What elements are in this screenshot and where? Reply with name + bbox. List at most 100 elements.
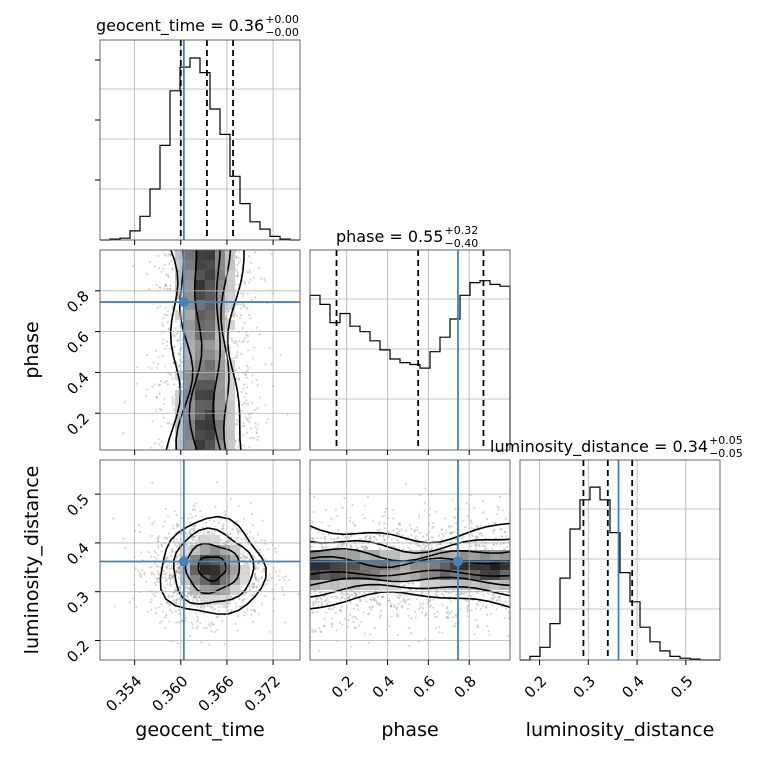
density-bin	[185, 370, 195, 380]
sample-point	[256, 562, 259, 565]
sample-point	[189, 604, 192, 607]
sample-point	[248, 271, 251, 274]
sample-point	[202, 605, 205, 608]
sample-point	[415, 543, 418, 546]
sample-point	[241, 598, 244, 602]
sample-point	[177, 386, 180, 389]
sample-point	[322, 547, 325, 550]
sample-point	[188, 531, 191, 534]
sample-point	[187, 592, 190, 595]
sample-point	[172, 594, 175, 597]
sample-point	[254, 540, 257, 543]
sample-point	[432, 522, 435, 525]
density-bin	[400, 550, 410, 560]
sample-point	[366, 613, 370, 616]
sample-point	[169, 253, 172, 256]
sample-point	[408, 588, 412, 591]
sample-point	[208, 519, 211, 522]
sample-point	[220, 518, 223, 521]
sample-point	[221, 525, 224, 528]
sample-point	[188, 592, 191, 595]
sample-point	[434, 510, 437, 513]
sample-point	[275, 550, 278, 554]
sample-point	[216, 628, 219, 632]
sample-point	[167, 327, 170, 330]
sample-point	[419, 605, 423, 608]
sample-point	[175, 569, 178, 573]
sample-point	[249, 278, 252, 281]
sample-point	[454, 507, 457, 511]
sample-point	[253, 573, 257, 576]
sample-point	[441, 631, 444, 634]
x-tick-label: 0.360	[148, 672, 191, 715]
sample-point	[160, 620, 163, 623]
sample-point	[164, 536, 167, 539]
density-bin	[215, 270, 225, 280]
density-bin	[175, 280, 185, 290]
sample-point	[398, 529, 401, 532]
sample-point	[478, 543, 481, 546]
sample-point	[434, 626, 438, 630]
sample-point	[181, 591, 184, 594]
sample-point	[256, 438, 259, 441]
sample-point	[495, 599, 498, 603]
density-bin	[195, 440, 205, 450]
sample-point	[203, 605, 206, 609]
contour-line	[310, 522, 510, 610]
sample-point	[363, 517, 366, 520]
sample-point	[178, 570, 181, 573]
sample-point	[315, 611, 319, 614]
sample-point	[166, 565, 169, 568]
sample-point	[422, 602, 425, 605]
sample-point	[470, 521, 473, 525]
sample-point	[132, 597, 135, 600]
sample-point	[200, 606, 203, 609]
sample-point	[191, 623, 194, 626]
sample-point	[246, 292, 249, 295]
y-tick-label: 0.8	[63, 287, 93, 317]
sample-point	[357, 608, 360, 611]
sample-point	[317, 596, 320, 599]
sample-point	[235, 520, 238, 524]
sample-point	[483, 544, 486, 547]
density-bin	[380, 550, 390, 560]
density-bin	[205, 430, 215, 440]
sample-point	[196, 599, 199, 602]
sample-point	[245, 532, 248, 536]
sample-point	[173, 383, 176, 386]
sample-point	[363, 545, 367, 548]
sample-point	[146, 610, 149, 613]
sample-point	[248, 413, 251, 416]
sample-point	[184, 619, 187, 622]
sample-point	[244, 402, 247, 405]
sample-point	[169, 347, 172, 350]
sample-point	[190, 621, 193, 624]
sample-point	[325, 545, 328, 548]
sample-point	[138, 572, 142, 576]
contour-line	[197, 556, 228, 582]
sample-point	[425, 533, 429, 536]
sample-point	[264, 558, 267, 561]
sample-point	[216, 615, 219, 618]
density-bin	[195, 350, 205, 360]
sample-point	[399, 600, 402, 603]
density-bin	[175, 420, 185, 430]
sample-point	[395, 608, 398, 611]
density-bin	[180, 575, 190, 585]
panel-frame	[99, 459, 301, 661]
sample-point	[504, 607, 508, 610]
sample-point	[162, 317, 165, 320]
sample-point	[237, 377, 241, 380]
sample-point	[493, 522, 496, 525]
sample-point	[169, 609, 172, 612]
sample-point	[243, 537, 246, 540]
sample-point	[191, 538, 195, 541]
sample-point	[241, 279, 244, 282]
sample-point	[498, 595, 501, 598]
sample-point	[150, 555, 153, 558]
sample-point	[217, 609, 220, 612]
sample-point	[160, 408, 163, 412]
sample-point	[481, 499, 485, 502]
sample-point	[258, 266, 261, 269]
sample-point	[250, 512, 254, 515]
